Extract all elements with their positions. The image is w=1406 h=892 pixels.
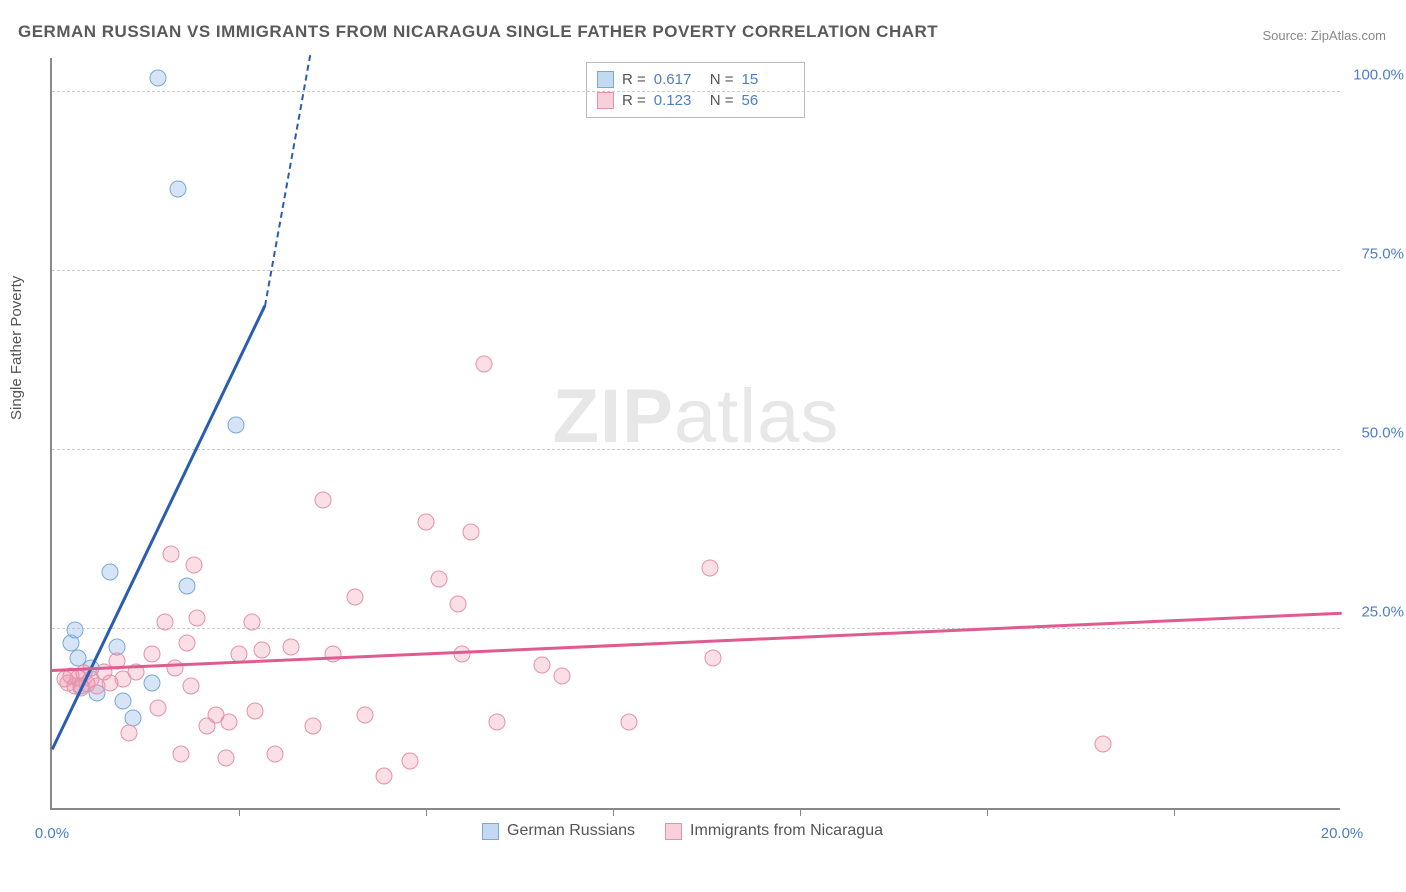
watermark: ZIPatlas [553,373,840,460]
data-point [356,706,373,723]
data-point [121,724,138,741]
x-tick-mark [987,808,988,816]
data-point [66,622,83,639]
y-tick-label: 25.0% [1344,603,1404,620]
stat-label: N = [710,71,734,88]
swatch-icon [597,71,614,88]
data-point [705,649,722,666]
data-point [1095,735,1112,752]
data-point [227,416,244,433]
legend-item: Immigrants from Nicaragua [665,822,883,840]
data-point [221,714,238,731]
y-tick-label: 50.0% [1344,424,1404,441]
x-tick-mark [613,808,614,816]
data-point [182,678,199,695]
data-point [324,646,341,663]
stat-label: R = [622,92,646,109]
legend-label: German Russians [507,822,635,840]
data-point [314,492,331,509]
data-point [282,638,299,655]
data-point [179,577,196,594]
data-point [218,749,235,766]
data-point [701,560,718,577]
data-point [621,714,638,731]
data-point [450,595,467,612]
data-point [189,610,206,627]
data-point [143,674,160,691]
data-point [150,69,167,86]
x-tick-label: 0.0% [35,825,69,842]
data-point [156,613,173,630]
stats-row: R = 0.123 N = 56 [597,90,790,111]
source-label: Source: ZipAtlas.com [1262,28,1386,43]
y-tick-label: 75.0% [1344,245,1404,262]
x-tick-mark [426,808,427,816]
x-tick-mark [1174,808,1175,816]
y-axis-label: Single Father Poverty [8,276,25,420]
data-point [102,563,119,580]
data-point [143,646,160,663]
gridline [52,628,1340,629]
data-point [266,746,283,763]
data-point [150,699,167,716]
x-tick-mark [800,808,801,816]
x-tick-label: 20.0% [1321,825,1364,842]
legend-label: Immigrants from Nicaragua [690,822,883,840]
bottom-legend: German Russians Immigrants from Nicaragu… [482,822,883,840]
gridline [52,270,1340,271]
data-point [418,513,435,530]
data-point [169,180,186,197]
data-point [401,753,418,770]
data-point [253,642,270,659]
stat-value: 56 [742,92,790,109]
swatch-icon [482,823,499,840]
data-point [114,692,131,709]
data-point [347,588,364,605]
chart-title: GERMAN RUSSIAN VS IMMIGRANTS FROM NICARA… [18,22,938,42]
stats-row: R = 0.617 N = 15 [597,69,790,90]
swatch-icon [597,92,614,109]
gridline [52,449,1340,450]
y-tick-label: 100.0% [1344,66,1404,83]
data-point [453,646,470,663]
stat-label: N = [710,92,734,109]
gridline [52,91,1340,92]
data-point [247,703,264,720]
stat-label: R = [622,71,646,88]
data-point [489,714,506,731]
data-point [476,355,493,372]
stat-value: 15 [742,71,790,88]
plot-area: ZIPatlas R = 0.617 N = 15 R = 0.123 N = … [50,58,1340,810]
data-point [463,524,480,541]
data-point [243,613,260,630]
legend-item: German Russians [482,822,635,840]
trend-line [264,55,311,306]
x-tick-mark [239,808,240,816]
data-point [185,556,202,573]
stat-value: 0.123 [654,92,702,109]
data-point [305,717,322,734]
data-point [376,767,393,784]
chart-container: GERMAN RUSSIAN VS IMMIGRANTS FROM NICARA… [0,0,1406,892]
data-point [163,545,180,562]
data-point [534,656,551,673]
data-point [179,635,196,652]
data-point [431,570,448,587]
stat-value: 0.617 [654,71,702,88]
data-point [173,746,190,763]
swatch-icon [665,823,682,840]
data-point [553,667,570,684]
